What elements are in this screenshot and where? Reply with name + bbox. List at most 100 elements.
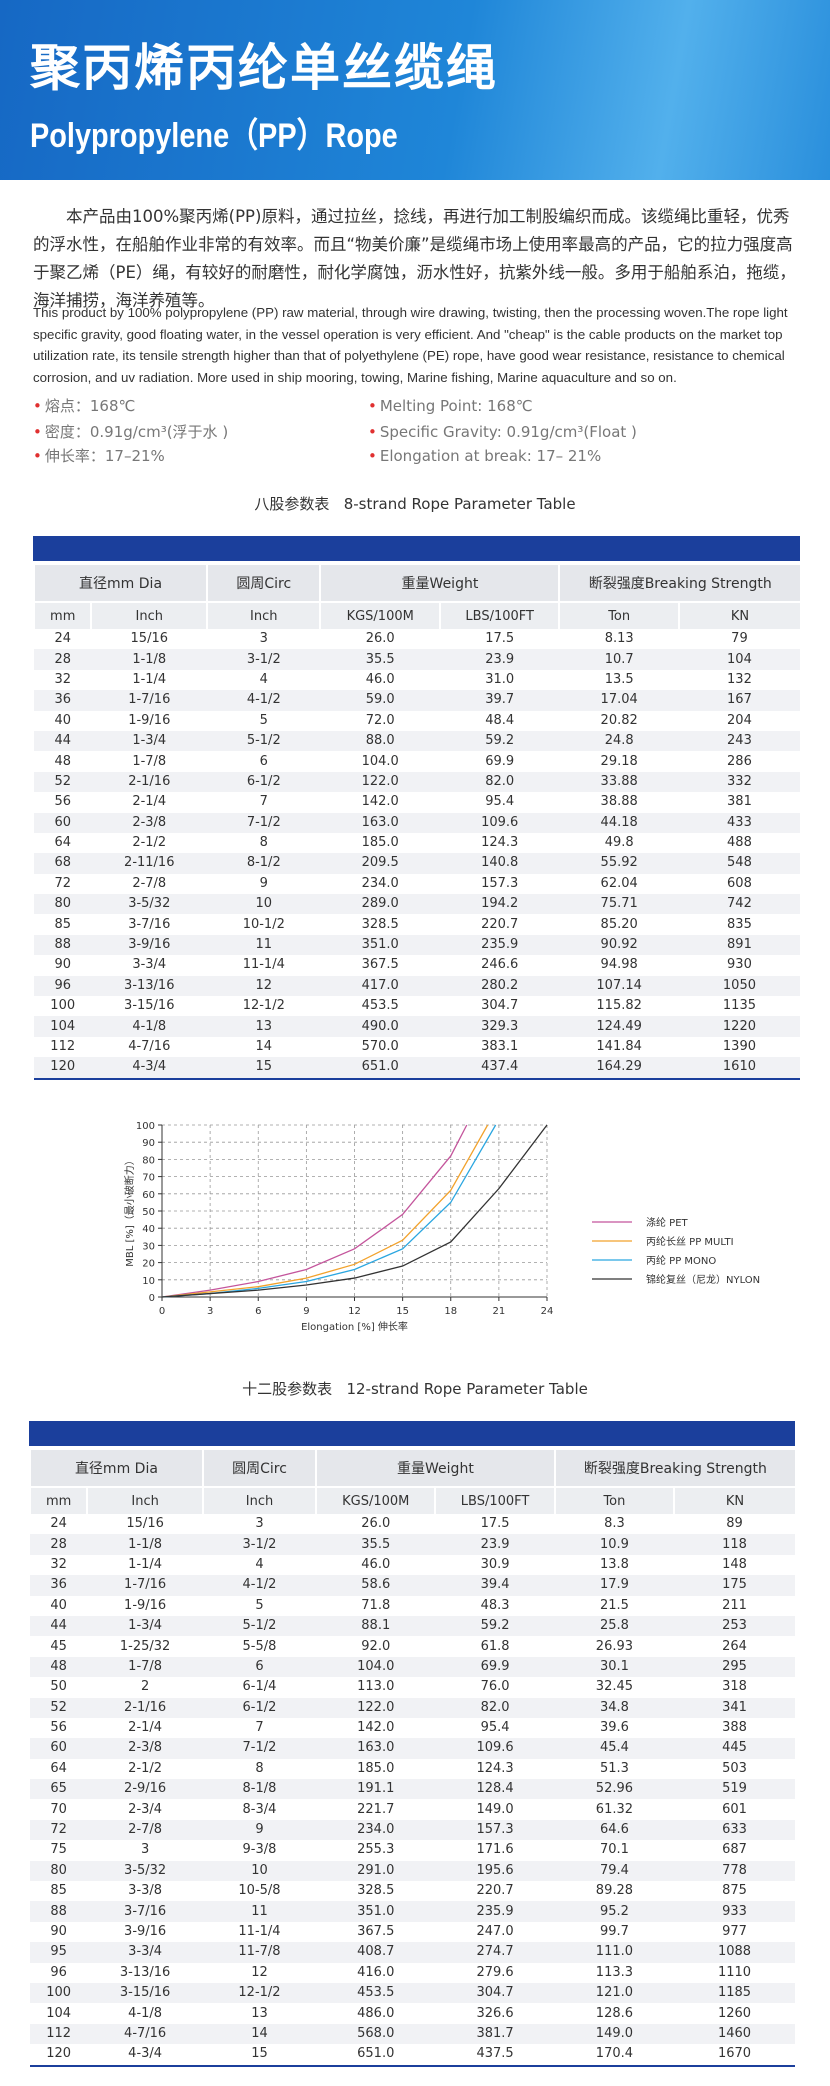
data-cell: 6-1/2 xyxy=(202,1697,317,1718)
data-cell: 52 xyxy=(30,1697,88,1718)
data-cell: 69.9 xyxy=(485,753,515,769)
subheader-cell: KGS/100M xyxy=(319,601,440,629)
data-row: 48 1-7/8 6 104.0 69.9 29.18 286 xyxy=(34,751,800,771)
data-cell: 11 xyxy=(207,934,321,956)
spec-cn: 伸长率：17–21% xyxy=(33,444,165,468)
data-cell: 3-13/16 xyxy=(91,975,208,997)
data-cell: 601 xyxy=(722,1801,747,1817)
data-cell: 90 xyxy=(50,1924,67,1939)
data-cell: 437.4 xyxy=(439,1057,560,1079)
spec-cn: 熔点：168℃ xyxy=(33,394,135,418)
data-cell: 51.3 xyxy=(599,1760,629,1776)
data-row: 64 2-1/2 8 185.0 124.3 49.8 488 xyxy=(34,833,800,853)
data-cell: 17.5 xyxy=(485,631,515,647)
data-row: 28 1-1/8 3-1/2 35.5 23.9 10.7 104 xyxy=(34,649,800,670)
data-cell: 11-1/4 xyxy=(242,957,285,973)
y-tick-label: 50 xyxy=(142,1207,155,1218)
data-cell: 13.8 xyxy=(599,1556,629,1572)
subheader-cell: Ton xyxy=(558,601,679,629)
data-cell: 835 xyxy=(727,916,752,932)
header-row: 直径mm Dia 圆周Circ 重量Weight 断裂强度Breaking Stren… xyxy=(32,565,800,602)
y-tick-label: 60 xyxy=(142,1190,155,1201)
data-cell: 64.6 xyxy=(554,1819,675,1841)
data-cell: 24.8 xyxy=(559,730,679,752)
data-cell: 20.82 xyxy=(600,712,638,728)
data-cell: 209.5 xyxy=(320,853,440,874)
header-cell: 圆周Circ xyxy=(206,565,321,602)
spec-en: Elongation at break: 17– 21% xyxy=(368,444,601,468)
data-cell: 75 xyxy=(50,1842,67,1858)
data-cell: 2-1/2 xyxy=(128,1760,163,1776)
data-cell: 3-15/16 xyxy=(124,998,175,1014)
data-cell: 17.04 xyxy=(559,690,679,711)
data-cell: 149.0 xyxy=(476,1801,514,1817)
data-cell: 175 xyxy=(674,1575,795,1596)
data-cell: 3-3/8 xyxy=(128,1883,163,1899)
data-cell: 433 xyxy=(678,812,800,833)
data-cell: 4-3/4 xyxy=(128,2046,163,2062)
data-cell: 204 xyxy=(727,712,752,728)
data-cell: 280.2 xyxy=(439,975,560,997)
data-row: 40 1-9/16 5 72.0 48.4 20.82 204 xyxy=(34,711,800,731)
data-cell: 28 xyxy=(30,1534,88,1555)
data-cell: 163.0 xyxy=(316,1738,436,1759)
x-tick-label: 15 xyxy=(396,1306,409,1317)
data-cell: 82.0 xyxy=(439,771,560,793)
series-line xyxy=(161,1124,468,1298)
data-cell: 34.8 xyxy=(554,1697,675,1718)
data-cell: 185.0 xyxy=(361,835,399,851)
data-cell: 104 xyxy=(34,1016,92,1037)
data-cell: 56 xyxy=(54,794,71,810)
data-cell: 486.0 xyxy=(357,2005,395,2021)
data-cell: 295 xyxy=(674,1656,795,1678)
data-cell: 9-3/8 xyxy=(242,1842,277,1858)
table-title: 八股参数表 8-strand Rope Parameter Table xyxy=(254,495,576,513)
data-cell: 191.1 xyxy=(316,1779,436,1800)
data-cell: 95.4 xyxy=(485,794,515,810)
x-axis-label: Elongation [%] 伸长率 xyxy=(301,1320,408,1333)
data-cell: 328.5 xyxy=(361,916,399,932)
data-cell: 40 xyxy=(54,712,71,728)
data-cell: 56 xyxy=(50,1720,67,1736)
data-cell: 8.13 xyxy=(604,631,634,647)
data-cell: 2-3/8 xyxy=(87,1738,203,1759)
data-row: 72 2-7/8 9 234.0 157.3 64.6 633 xyxy=(30,1819,795,1841)
data-cell: 13 xyxy=(207,1016,321,1037)
header-row: 直径mm Dia 圆周Circ 重量Weight 断裂强度Breaking Stren… xyxy=(29,1450,795,1487)
data-cell: 85 xyxy=(50,1883,67,1899)
data-cell: 60 xyxy=(34,812,92,833)
data-cell: 1-1/8 xyxy=(87,1534,203,1555)
x-tick-label: 24 xyxy=(541,1306,554,1317)
data-cell: 24 xyxy=(50,1516,67,1532)
data-cell: 59.2 xyxy=(439,730,560,752)
data-cell: 279.6 xyxy=(476,1964,514,1980)
data-cell: 2-3/4 xyxy=(128,1801,163,1817)
data-cell: 4-1/8 xyxy=(91,1016,208,1037)
data-cell: 15/16 xyxy=(130,631,168,647)
intro-en: This product by 100% polypropylene (PP) … xyxy=(33,305,788,385)
data-cell: 220.7 xyxy=(476,1883,514,1899)
data-row: 100 3-15/16 12-1/2 453.5 304.7 115.82 1135 xyxy=(34,996,800,1016)
data-row: 70 2-3/4 8-3/4 221.7 149.0 61.32 601 xyxy=(30,1799,795,1819)
data-row: 104 4-1/8 13 490.0 329.3 124.49 1220 xyxy=(34,1016,800,1037)
data-cell: 1390 xyxy=(722,1039,756,1054)
subheader-cell: mm xyxy=(32,601,92,629)
data-row: 52 2-1/16 6-1/2 122.0 82.0 34.8 341 xyxy=(30,1697,795,1718)
data-cell: 1-9/16 xyxy=(124,1597,167,1613)
spec-en: Specific Gravity: 0.91g/cm³(Float ) xyxy=(368,420,637,444)
data-cell: 318 xyxy=(722,1679,747,1695)
data-cell: 61.8 xyxy=(480,1638,510,1654)
data-row: 120 4-3/4 15 651.0 437.5 170.4 1670 xyxy=(30,2044,795,2065)
data-cell: 44.18 xyxy=(559,812,679,833)
header-banner xyxy=(0,0,830,180)
data-row: 104 4-1/8 13 486.0 326.6 128.6 1260 xyxy=(30,2003,795,2023)
data-cell: 39.4 xyxy=(435,1575,555,1596)
elongation-chart: 0 10 20 30 40 50 60 70 80 90 100 0 3 6 9 12 15 18 21 24 Elon… xyxy=(123,1121,760,1333)
data-row: 32 1-1/4 4 46.0 31.0 13.5 132 xyxy=(34,670,800,690)
data-cell: 128.6 xyxy=(595,2005,634,2021)
data-cell: 59.2 xyxy=(435,1615,555,1637)
data-cell: 1-1/4 xyxy=(128,1556,163,1572)
data-cell: 5 xyxy=(259,712,268,728)
data-row: 112 4-7/16 14 568.0 381.7 149.0 1460 xyxy=(30,2023,795,2045)
data-cell: 157.3 xyxy=(435,1819,555,1841)
